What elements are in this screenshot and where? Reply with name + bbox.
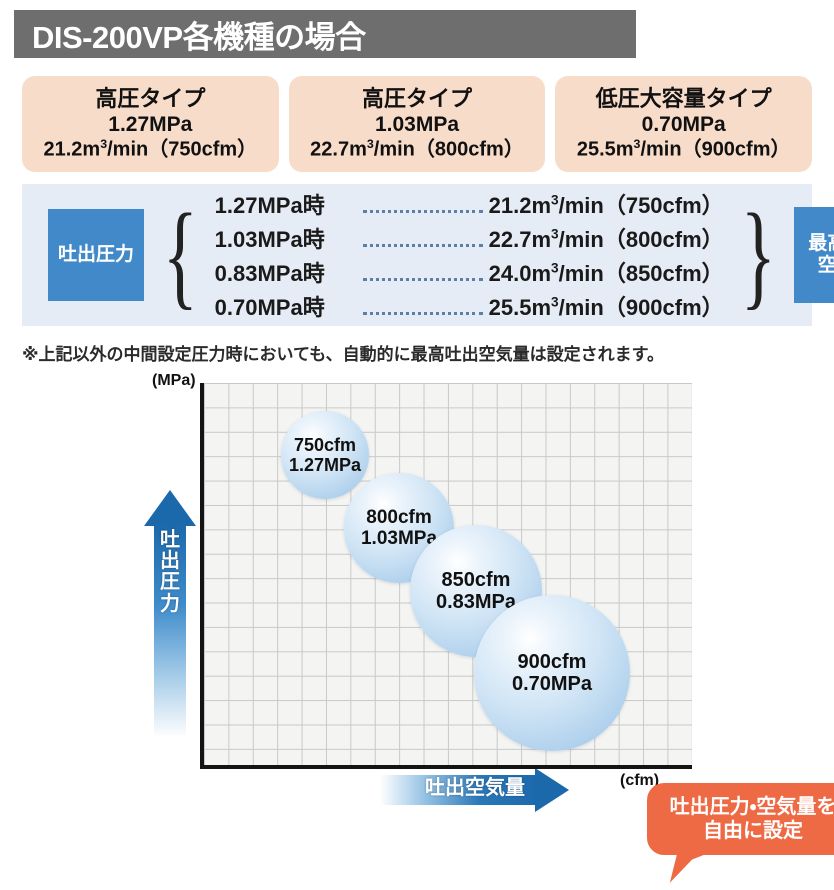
y-axis-label-char: 吐: [160, 529, 180, 551]
y-axis-arrow-icon: 吐 出 圧 力: [144, 490, 196, 738]
x-axis-arrow-icon: 吐出空気量: [380, 768, 580, 812]
leader-dots: [362, 209, 483, 213]
y-axis-label-char: 出: [160, 550, 180, 573]
spec-row-key: 0.70MPa時: [214, 295, 325, 320]
type-card-title: 高圧タイプ: [95, 86, 206, 112]
type-card-title: 高圧タイプ: [362, 86, 473, 112]
x-arrow-head: [535, 768, 569, 812]
spec-row-value: 21.2m3/min（750cfm）: [488, 192, 724, 218]
page-title: DIS-200VP各機種の場合: [32, 19, 366, 55]
bubble-flow: 850cfm: [441, 568, 511, 591]
type-card-pressure: 1.03MPa: [374, 113, 460, 137]
bubble-flow: 900cfm: [517, 650, 587, 673]
max-airflow-label: 最高吐出 空気量: [794, 207, 834, 303]
y-axis-label: 吐 出 圧 力: [144, 529, 196, 615]
bubble-pressure: 1.27MPa: [288, 455, 362, 475]
type-card-pressure: 0.70MPa: [641, 113, 726, 137]
x-axis-unit: (cfm): [620, 772, 660, 789]
y-axis-label-char: 圧: [160, 571, 180, 594]
bubble-pressure: 0.83MPa: [435, 591, 517, 613]
max-airflow-label-line2: 空気量: [817, 255, 834, 276]
leader-dots: [362, 243, 483, 247]
type-card: 高圧タイプ 1.27MPa 21.2m3/min（750cfm）: [22, 76, 279, 172]
spec-row: 1.03MPa時 22.7m3/min（800cfm）: [215, 222, 724, 254]
type-card: 低圧大容量タイプ 0.70MPa 25.5m3/min（900cfm）: [555, 76, 813, 172]
spec-row: 0.83MPa時 24.0m3/min（850cfm）: [215, 256, 724, 288]
x-axis-label: 吐出空気量: [425, 777, 525, 799]
callout-line2: 自由に設定: [703, 820, 803, 842]
y-axis-unit: (MPa): [152, 372, 196, 389]
spec-row-key: 1.03MPa時: [214, 227, 325, 252]
bubble-chart: (MPa) (cfm) 吐 出 圧 力 吐出空気量 750cfm 1.27MPa…: [0, 372, 834, 890]
bubble-pressure: 0.70MPa: [511, 673, 593, 695]
spec-row-key: 1.27MPa時: [214, 193, 325, 218]
type-card-title: 低圧大容量タイプ: [595, 86, 772, 112]
discharge-pressure-label: 吐出圧力: [48, 209, 144, 301]
spec-row-value: 24.0m3/min（850cfm）: [488, 260, 724, 286]
type-card-flow: 25.5m3/min（900cfm）: [576, 137, 791, 161]
spec-row-list: 1.27MPa時 21.2m3/min（750cfm） 1.03MPa時 22.…: [211, 188, 728, 322]
max-airflow-label-line1: 最高吐出: [808, 233, 834, 255]
leader-dots: [362, 311, 483, 315]
header-banner: DIS-200VP各機種の場合: [14, 10, 636, 58]
y-arrow-shaft: [154, 524, 186, 738]
type-card-list: 高圧タイプ 1.27MPa 21.2m3/min（750cfm） 高圧タイプ 1…: [22, 76, 813, 172]
spec-row-key: 0.83MPa時: [214, 261, 325, 286]
bubble-pressure: 1.03MPa: [360, 528, 438, 549]
plot-area: 750cfm 1.27MPa 800cfm 1.03MPa 850cfm 0.8…: [200, 383, 834, 890]
x-arrow-shaft: [380, 775, 540, 805]
data-bubble: 750cfm 1.27MPa: [281, 411, 369, 499]
type-card-flow: 21.2m3/min（750cfm）: [43, 137, 258, 161]
spec-panel: 吐出圧力 { 1.27MPa時 21.2m3/min（750cfm） 1.03M…: [22, 184, 834, 326]
data-bubble: 900cfm 0.70MPa: [474, 595, 630, 751]
infographic-page: DIS-200VP各機種の場合 高圧タイプ 1.27MPa 21.2m3/min…: [0, 10, 834, 890]
spec-row: 1.27MPa時 21.2m3/min（750cfm）: [215, 188, 724, 220]
freedom-callout: 吐出圧力・空気量を 自由に設定: [647, 783, 834, 855]
type-card-flow: 22.7m3/min（800cfm）: [310, 137, 524, 161]
y-axis-label-char: 力: [160, 592, 180, 615]
callout-line1: 吐出圧力・空気量を: [669, 796, 834, 818]
type-card: 高圧タイプ 1.03MPa 22.7m3/min（800cfm）: [288, 76, 546, 172]
footnote-text: ※上記以外の中間設定圧力時においても、自動的に最高吐出空気量は設定されます。: [22, 345, 664, 364]
spec-row-value: 25.5m3/min（900cfm）: [488, 294, 724, 320]
leader-dots: [362, 277, 483, 281]
bubble-flow: 750cfm: [293, 434, 357, 455]
type-card-pressure: 1.27MPa: [108, 113, 193, 137]
spec-row-value: 22.7m3/min（800cfm）: [488, 226, 724, 252]
y-arrow-head: [144, 490, 196, 526]
bubble-flow: 800cfm: [366, 506, 432, 528]
spec-row: 0.70MPa時 25.5m3/min（900cfm）: [215, 290, 724, 322]
